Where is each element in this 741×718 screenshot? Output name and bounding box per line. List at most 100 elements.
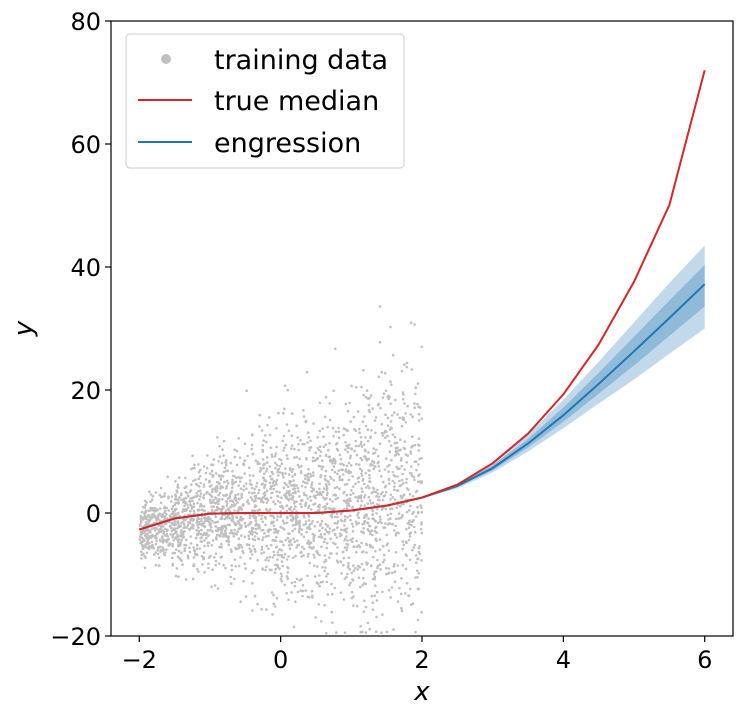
scatter-point xyxy=(361,490,364,494)
scatter-point xyxy=(152,553,156,556)
scatter-point xyxy=(188,521,192,524)
scatter-point xyxy=(400,577,403,580)
scatter-point xyxy=(276,551,280,554)
scatter-point xyxy=(186,556,190,560)
scatter-point xyxy=(374,630,378,633)
scatter-point xyxy=(354,520,358,524)
scatter-point xyxy=(365,389,369,392)
scatter-point xyxy=(171,504,175,508)
scatter-point xyxy=(354,482,357,486)
scatter-point xyxy=(393,563,396,566)
scatter-point xyxy=(307,513,311,516)
scatter-point xyxy=(378,538,382,541)
scatter-point xyxy=(387,397,391,401)
scatter-point xyxy=(277,474,280,477)
scatter-point xyxy=(371,517,374,520)
scatter-point xyxy=(192,509,196,513)
scatter-point xyxy=(250,526,254,530)
scatter-point xyxy=(374,431,377,435)
scatter-point xyxy=(332,541,335,545)
scatter-point xyxy=(154,551,157,554)
scatter-point xyxy=(357,444,361,448)
y-tick-label: 80 xyxy=(70,8,101,36)
scatter-point xyxy=(189,542,193,545)
scatter-point xyxy=(390,383,393,387)
scatter-point xyxy=(361,420,365,424)
scatter-point xyxy=(295,546,298,549)
scatter-point xyxy=(295,500,298,504)
scatter-point xyxy=(257,488,261,492)
y-tick-label: 40 xyxy=(70,254,101,282)
scatter-point xyxy=(197,517,201,521)
scatter-point xyxy=(374,549,377,553)
scatter-point xyxy=(257,497,260,500)
scatter-point xyxy=(260,548,264,551)
scatter-point xyxy=(191,577,195,581)
scatter-point xyxy=(410,465,413,468)
scatter-point xyxy=(351,525,355,528)
scatter-point xyxy=(288,480,291,483)
scatter-point xyxy=(404,592,407,595)
scatter-point xyxy=(181,563,184,566)
scatter-point xyxy=(203,539,206,542)
scatter-point xyxy=(271,522,274,525)
scatter-point xyxy=(282,411,285,415)
scatter-point xyxy=(335,552,339,555)
scatter-point xyxy=(248,479,252,482)
scatter-point xyxy=(215,489,219,492)
scatter-point xyxy=(275,482,278,486)
scatter-point xyxy=(346,471,350,474)
scatter-point xyxy=(365,543,369,547)
scatter-point xyxy=(174,495,178,499)
scatter-point xyxy=(408,493,412,496)
scatter-point xyxy=(411,548,414,552)
scatter-point xyxy=(381,560,385,564)
scatter-point xyxy=(311,459,315,463)
scatter-point xyxy=(379,406,382,410)
scatter-point xyxy=(338,532,342,535)
scatter-point xyxy=(337,436,341,440)
scatter-point xyxy=(238,456,242,460)
scatter-point xyxy=(234,493,237,497)
scatter-point xyxy=(263,485,266,488)
scatter-point xyxy=(304,520,308,523)
scatter-point xyxy=(270,491,273,495)
scatter-point xyxy=(183,504,186,508)
scatter-point xyxy=(324,528,327,531)
scatter-point xyxy=(216,507,219,510)
scatter-point xyxy=(381,490,384,494)
scatter-point xyxy=(149,500,152,504)
scatter-point xyxy=(180,521,183,525)
scatter-point xyxy=(414,554,418,557)
scatter-point xyxy=(396,413,399,416)
scatter-point xyxy=(359,630,363,634)
scatter-point xyxy=(418,444,421,447)
legend-label-training-data: training data xyxy=(214,45,388,76)
scatter-point xyxy=(193,549,197,553)
scatter-point xyxy=(203,532,206,535)
scatter-point xyxy=(308,495,312,499)
scatter-point xyxy=(144,510,147,514)
scatter-point xyxy=(391,353,395,357)
scatter-point xyxy=(301,589,305,593)
scatter-point xyxy=(393,488,396,492)
scatter-point xyxy=(362,550,365,553)
scatter-point xyxy=(191,499,194,503)
scatter-point xyxy=(330,477,333,480)
scatter-point xyxy=(253,594,257,598)
scatter-point xyxy=(322,445,326,449)
scatter-point xyxy=(377,460,380,464)
scatter-point xyxy=(325,502,329,506)
scatter-point xyxy=(144,503,147,507)
scatter-point xyxy=(206,454,209,457)
scatter-point xyxy=(308,523,312,526)
scatter-point xyxy=(262,439,266,442)
scatter-point xyxy=(364,582,368,586)
scatter-point xyxy=(270,591,274,594)
scatter-point xyxy=(368,474,371,477)
scatter-point xyxy=(337,426,340,430)
scatter-point xyxy=(336,472,339,476)
scatter-point xyxy=(146,538,149,541)
scatter-point xyxy=(384,507,388,511)
scatter-point xyxy=(265,501,269,505)
